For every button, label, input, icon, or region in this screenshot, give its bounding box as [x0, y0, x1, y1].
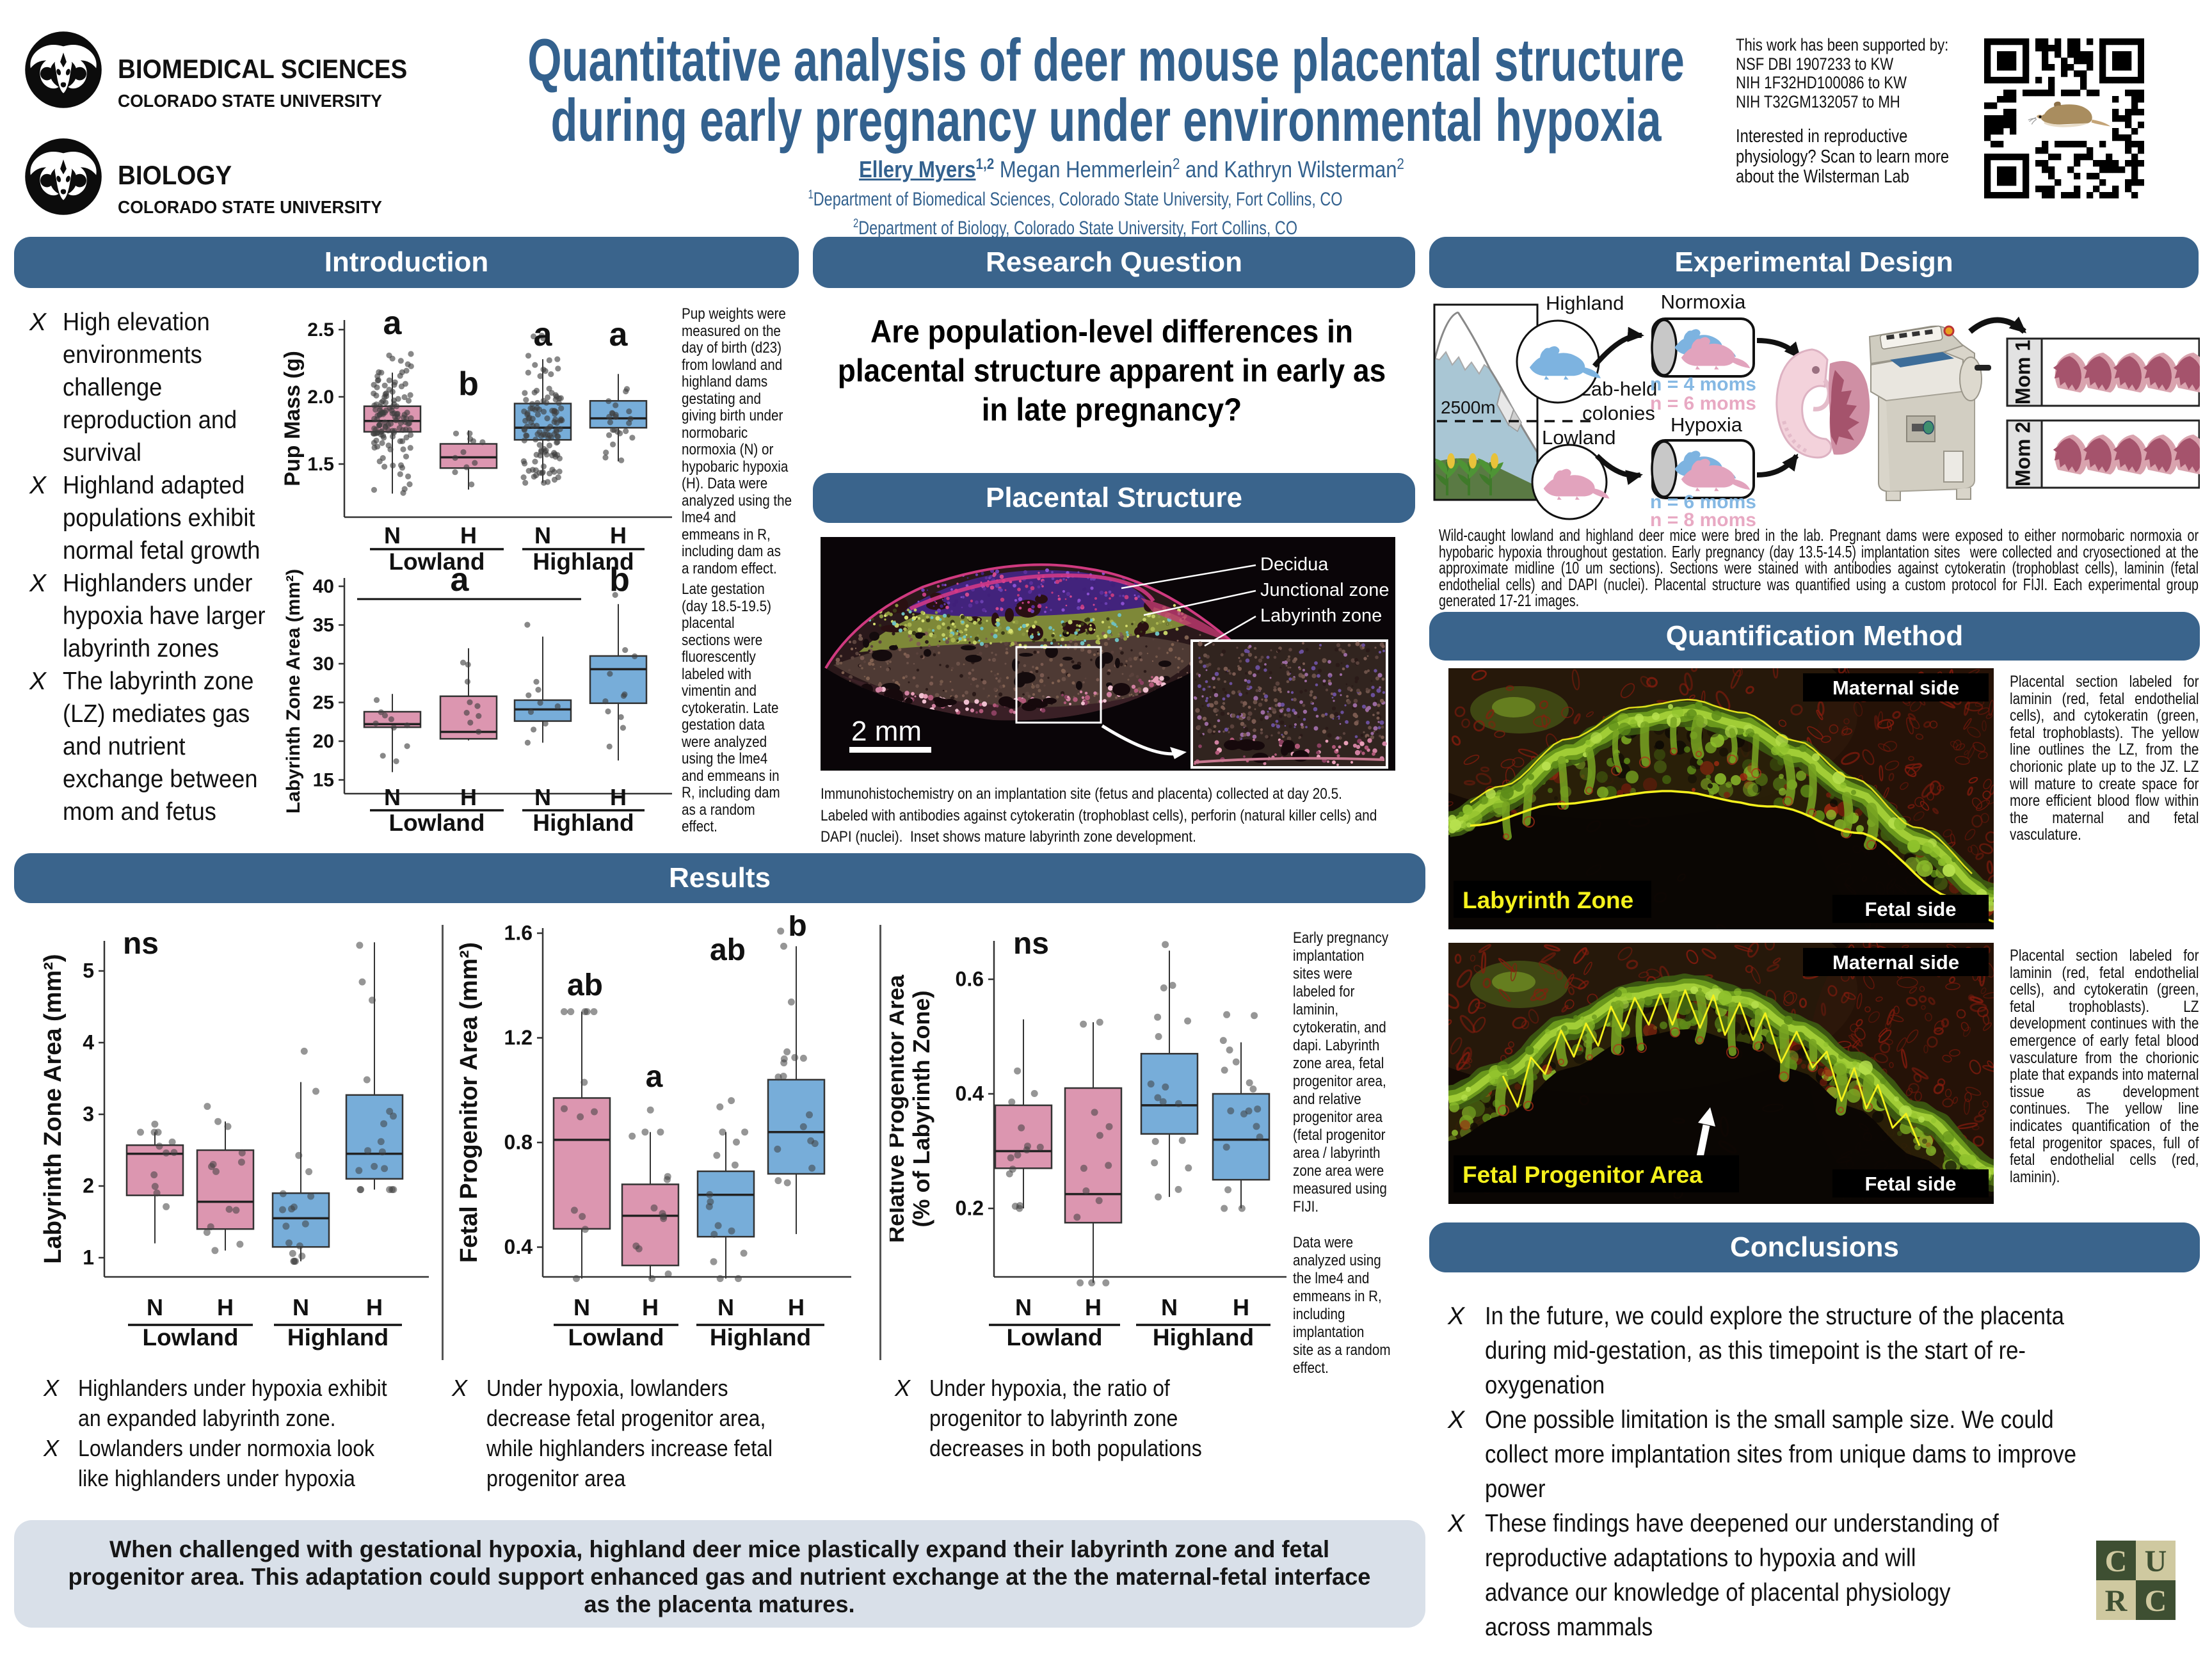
svg-text:U: U — [2145, 1544, 2167, 1578]
svg-text:H: H — [610, 522, 627, 549]
svg-text:H: H — [1085, 1294, 1102, 1320]
svg-text:0.2: 0.2 — [956, 1196, 984, 1219]
svg-text:Normoxia: Normoxia — [1661, 294, 1746, 313]
svg-text:H: H — [366, 1294, 383, 1320]
svg-text:2500m: 2500m — [1441, 397, 1496, 417]
svg-text:Highland: Highland — [1153, 1324, 1254, 1350]
svg-text:ab: ab — [567, 968, 603, 1002]
svg-text:Relative Progenitor Area: Relative Progenitor Area — [890, 974, 909, 1243]
svg-text:(% of Labyrinth Zone): (% of Labyrinth Zone) — [908, 991, 934, 1228]
svg-text:5: 5 — [83, 959, 94, 982]
svg-text:N: N — [1161, 1294, 1178, 1320]
svg-text:ns: ns — [123, 927, 159, 961]
svg-text:b: b — [609, 566, 630, 598]
svg-text:Fetal Progenitor Area (mm²): Fetal Progenitor Area (mm²) — [456, 942, 483, 1263]
svg-text:20: 20 — [313, 731, 334, 752]
svg-text:35: 35 — [313, 614, 334, 636]
svg-text:Highland: Highland — [533, 549, 634, 575]
svg-text:N: N — [717, 1294, 734, 1320]
svg-text:Highland: Highland — [1546, 294, 1624, 314]
svg-text:C: C — [2145, 1584, 2167, 1618]
svg-text:1: 1 — [83, 1246, 94, 1269]
svg-text:N: N — [293, 1294, 309, 1320]
svg-text:Mom 1: Mom 1 — [2012, 340, 2035, 405]
svg-text:2: 2 — [83, 1174, 94, 1197]
svg-text:Lowland: Lowland — [1542, 426, 1615, 449]
svg-text:Fetal side: Fetal side — [1865, 898, 1957, 920]
svg-text:30: 30 — [313, 653, 334, 675]
svg-text:n = 6 moms: n = 6 moms — [1650, 393, 1756, 414]
svg-text:n = 8 moms: n = 8 moms — [1650, 509, 1756, 531]
svg-text:N: N — [534, 784, 551, 810]
svg-text:Junctional zone: Junctional zone — [1260, 580, 1390, 600]
svg-text:Lowland: Lowland — [568, 1324, 664, 1350]
svg-text:0.4: 0.4 — [956, 1082, 984, 1105]
svg-text:N: N — [534, 522, 551, 549]
svg-text:Maternal side: Maternal side — [1832, 951, 1959, 974]
svg-text:1.5: 1.5 — [307, 454, 334, 475]
svg-text:ab: ab — [710, 933, 746, 967]
svg-text:n = 6 moms: n = 6 moms — [1650, 492, 1756, 513]
svg-text:Highland: Highland — [710, 1324, 811, 1350]
svg-text:15: 15 — [313, 769, 334, 790]
svg-text:H: H — [788, 1294, 805, 1320]
svg-text:1.2: 1.2 — [504, 1026, 533, 1049]
svg-text:Labyrinth zone: Labyrinth zone — [1260, 605, 1382, 626]
svg-text:Mom 2: Mom 2 — [2012, 422, 2035, 486]
svg-text:Pup Mass (g): Pup Mass (g) — [280, 351, 305, 486]
svg-text:N: N — [384, 522, 401, 549]
svg-text:b: b — [788, 915, 806, 943]
svg-text:Highland: Highland — [287, 1324, 389, 1350]
svg-text:Hypoxia: Hypoxia — [1671, 413, 1743, 436]
svg-text:3: 3 — [83, 1102, 94, 1125]
svg-text:2.0: 2.0 — [307, 387, 334, 408]
svg-text:H: H — [460, 522, 477, 549]
svg-text:H: H — [610, 784, 627, 810]
svg-text:N: N — [384, 784, 401, 810]
svg-text:40: 40 — [313, 576, 334, 597]
svg-text:Labyrinth Zone Area (mm²): Labyrinth Zone Area (mm²) — [283, 569, 304, 813]
svg-text:0.6: 0.6 — [956, 967, 984, 990]
svg-text:a: a — [534, 316, 553, 353]
svg-text:N: N — [573, 1294, 590, 1320]
svg-text:4: 4 — [83, 1030, 94, 1054]
svg-text:N: N — [147, 1294, 163, 1320]
svg-text:colonies: colonies — [1582, 402, 1655, 424]
svg-text:2 mm: 2 mm — [851, 716, 922, 747]
svg-text:a: a — [609, 316, 629, 353]
svg-text:a: a — [451, 566, 470, 598]
svg-text:b: b — [458, 365, 479, 403]
svg-text:ns: ns — [1013, 927, 1049, 961]
svg-text:Decidua: Decidua — [1260, 554, 1329, 575]
svg-text:Highland: Highland — [533, 810, 634, 836]
svg-text:a: a — [646, 1060, 663, 1094]
svg-text:1.6: 1.6 — [504, 921, 533, 944]
svg-text:Lowland: Lowland — [1006, 1324, 1102, 1350]
svg-text:0.4: 0.4 — [504, 1235, 533, 1258]
svg-text:Labyrinth Zone Area (mm²): Labyrinth Zone Area (mm²) — [40, 954, 67, 1263]
svg-text:25: 25 — [313, 692, 334, 713]
svg-text:n = 4 moms: n = 4 moms — [1650, 374, 1756, 395]
svg-text:2.5: 2.5 — [307, 319, 334, 341]
svg-text:Fetal Progenitor Area: Fetal Progenitor Area — [1463, 1162, 1703, 1188]
svg-text:a: a — [383, 305, 403, 342]
svg-text:H: H — [1233, 1294, 1249, 1320]
svg-text:H: H — [642, 1294, 659, 1320]
svg-text:Fetal side: Fetal side — [1865, 1173, 1957, 1195]
svg-text:Maternal side: Maternal side — [1832, 677, 1959, 699]
svg-text:H: H — [217, 1294, 234, 1320]
svg-text:Lowland: Lowland — [389, 810, 485, 836]
svg-text:R: R — [2105, 1584, 2128, 1618]
svg-text:N: N — [1015, 1294, 1032, 1320]
svg-text:0.8: 0.8 — [504, 1130, 533, 1153]
svg-text:Lowland: Lowland — [142, 1324, 238, 1350]
svg-text:C: C — [2105, 1544, 2128, 1578]
svg-text:H: H — [460, 784, 477, 810]
svg-text:Labyrinth Zone: Labyrinth Zone — [1463, 887, 1633, 913]
svg-text:Lowland: Lowland — [389, 549, 485, 575]
